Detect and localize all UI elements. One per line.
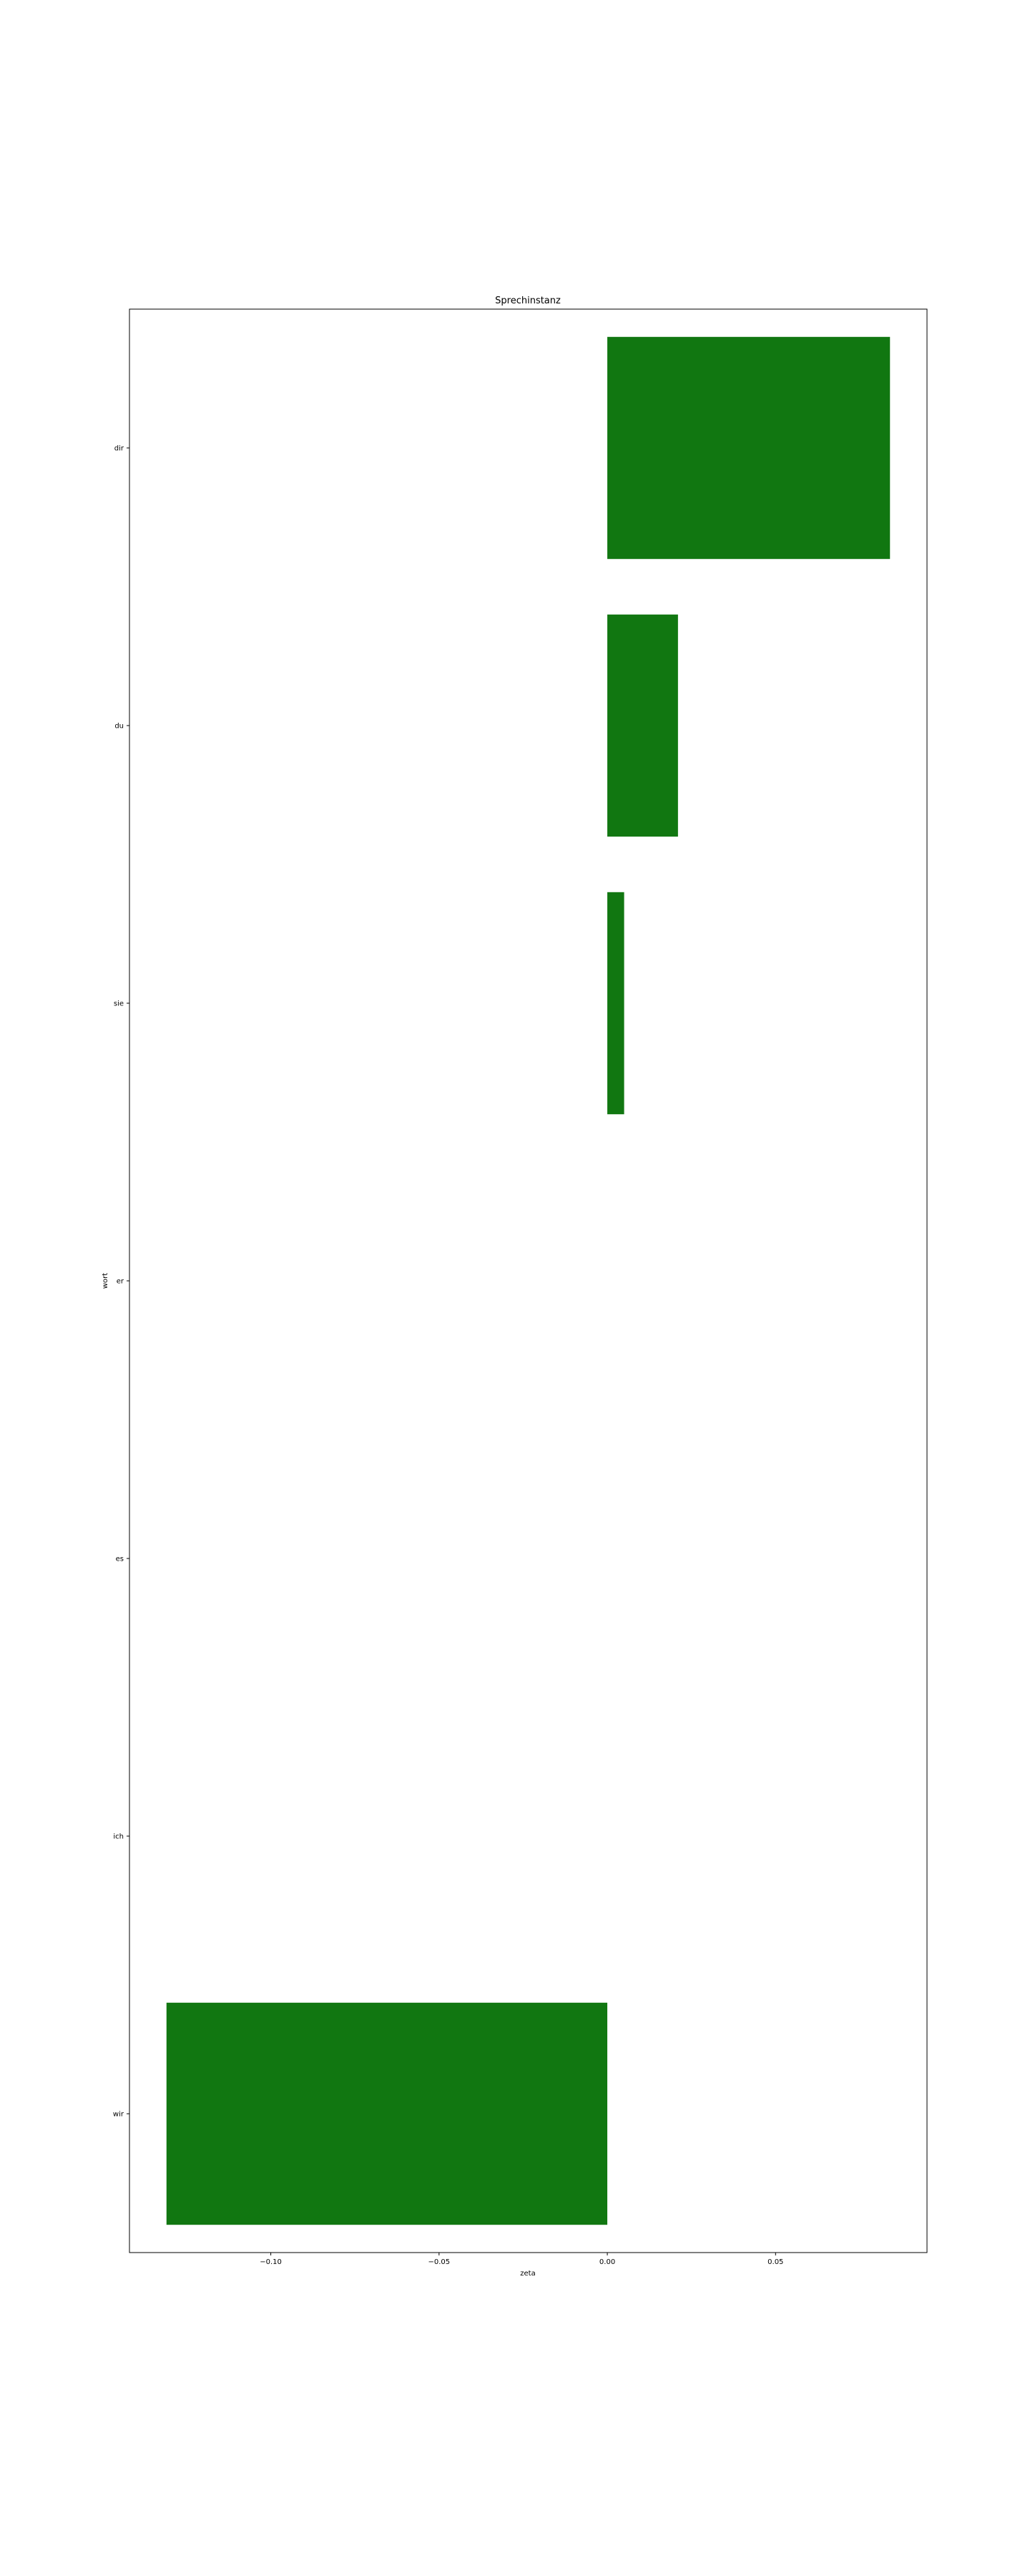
- plot-frame: [129, 308, 928, 2253]
- y-tick-label: ich: [113, 1833, 124, 1841]
- y-tick-label: sie: [114, 1000, 124, 1008]
- bars-group: [166, 336, 891, 2225]
- bar-wir: [166, 2002, 608, 2225]
- y-tick-label: wir: [113, 2111, 124, 2119]
- bar-du: [607, 614, 678, 837]
- x-axis-ticks: −0.10 −0.05 0.00 0.05: [260, 2253, 783, 2266]
- x-axis-label: zeta: [520, 2270, 535, 2278]
- y-tick-label: du: [114, 723, 124, 731]
- y-axis-ticks: dir du sie er es ich wir: [113, 445, 129, 2119]
- x-tick-label: −0.10: [260, 2258, 282, 2266]
- y-tick-label: es: [116, 1556, 124, 1563]
- y-axis-label: wort: [102, 1273, 109, 1289]
- y-tick-label: er: [117, 1278, 124, 1286]
- bar-sie: [607, 892, 624, 1115]
- x-tick-label: 0.00: [599, 2258, 615, 2266]
- bar-dir: [607, 336, 891, 560]
- x-tick-label: −0.05: [428, 2258, 450, 2266]
- chart-title: Sprechinstanz: [495, 296, 561, 306]
- y-tick-label: dir: [114, 445, 124, 453]
- x-tick-label: 0.05: [767, 2258, 783, 2266]
